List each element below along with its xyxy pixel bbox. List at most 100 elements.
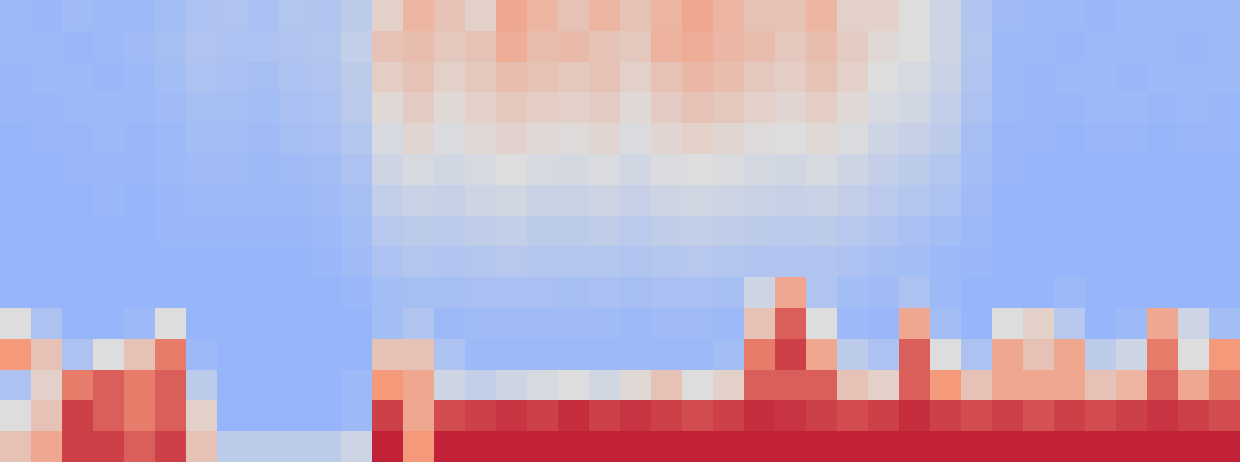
cell — [279, 339, 311, 370]
cell — [1085, 216, 1117, 247]
cell — [961, 277, 993, 308]
cell — [558, 31, 590, 62]
cell — [620, 62, 652, 93]
cell — [930, 431, 962, 462]
cell — [0, 185, 32, 216]
cell — [961, 308, 993, 339]
cell — [961, 185, 993, 216]
cell — [992, 370, 1024, 401]
cell — [124, 0, 156, 31]
cell — [589, 154, 621, 185]
cell — [434, 339, 466, 370]
cell — [930, 277, 962, 308]
cell — [1178, 62, 1210, 93]
cell — [124, 154, 156, 185]
cell — [775, 431, 807, 462]
cell — [465, 0, 497, 31]
cell — [527, 62, 559, 93]
cell — [1209, 62, 1240, 93]
cell — [1209, 31, 1240, 62]
cell — [837, 370, 869, 401]
cell — [403, 154, 435, 185]
cell — [1147, 185, 1179, 216]
cell — [31, 0, 63, 31]
cell — [279, 431, 311, 462]
cell — [868, 185, 900, 216]
cell — [558, 62, 590, 93]
cell — [496, 0, 528, 31]
cell — [527, 216, 559, 247]
cell — [806, 431, 838, 462]
cell — [124, 92, 156, 123]
cell — [713, 62, 745, 93]
cell — [0, 31, 32, 62]
cell — [496, 31, 528, 62]
cell — [31, 62, 63, 93]
cell — [341, 277, 373, 308]
cell — [837, 339, 869, 370]
cell — [558, 0, 590, 31]
cell — [93, 31, 125, 62]
cell — [217, 62, 249, 93]
cell — [806, 62, 838, 93]
cell — [1023, 123, 1055, 154]
cell — [186, 277, 218, 308]
cell — [1085, 31, 1117, 62]
cell — [155, 339, 187, 370]
cell — [868, 92, 900, 123]
cell — [434, 123, 466, 154]
cell — [558, 123, 590, 154]
cell — [713, 0, 745, 31]
cell — [1023, 431, 1055, 462]
cell — [217, 123, 249, 154]
cell — [465, 431, 497, 462]
cell — [403, 31, 435, 62]
cell — [403, 400, 435, 431]
cell — [248, 0, 280, 31]
cell — [62, 370, 94, 401]
cell — [930, 31, 962, 62]
cell — [620, 370, 652, 401]
cell — [62, 185, 94, 216]
cell — [0, 431, 32, 462]
cell — [93, 185, 125, 216]
cell — [217, 370, 249, 401]
cell — [1209, 185, 1240, 216]
cell — [527, 0, 559, 31]
cell — [1178, 339, 1210, 370]
cell — [1209, 0, 1240, 31]
cell — [496, 370, 528, 401]
cell — [1209, 308, 1240, 339]
cell — [868, 31, 900, 62]
cell — [403, 123, 435, 154]
cell — [1085, 277, 1117, 308]
cell — [651, 123, 683, 154]
cell — [837, 92, 869, 123]
cell — [1054, 370, 1086, 401]
cell — [1178, 154, 1210, 185]
cell — [868, 431, 900, 462]
cell — [372, 92, 404, 123]
cell — [961, 92, 993, 123]
cell — [93, 62, 125, 93]
cell — [496, 246, 528, 277]
cell — [527, 154, 559, 185]
cell — [1054, 92, 1086, 123]
cell — [868, 154, 900, 185]
cell — [1116, 246, 1148, 277]
cell — [341, 246, 373, 277]
cell — [651, 339, 683, 370]
cell — [248, 339, 280, 370]
cell — [961, 31, 993, 62]
cell — [496, 400, 528, 431]
cell — [1116, 62, 1148, 93]
cell — [496, 154, 528, 185]
cell — [310, 62, 342, 93]
cell — [744, 123, 776, 154]
cell — [496, 431, 528, 462]
cell — [1116, 0, 1148, 31]
cell — [992, 62, 1024, 93]
cell — [992, 123, 1024, 154]
cell — [527, 92, 559, 123]
cell — [806, 216, 838, 247]
